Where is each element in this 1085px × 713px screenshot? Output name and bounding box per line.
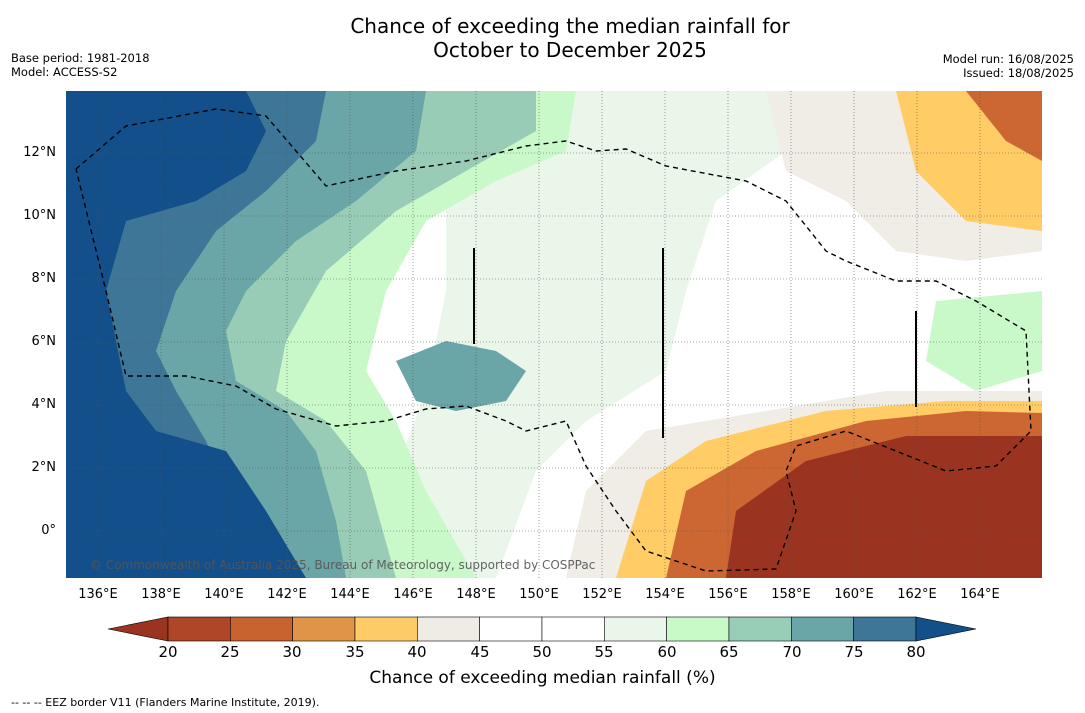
cbar-tick-30: 30 [282,643,302,661]
map-title: Chance of exceeding the median rainfall … [0,14,1085,62]
lat-label-4n: 4°N [31,397,57,412]
colorbar-segment [853,616,917,642]
colorbar-label: Chance of exceeding median rainfall (%) [0,668,1085,688]
cbar-tick-60: 60 [657,643,677,661]
cbar-tick-35: 35 [345,643,365,661]
issued-date: Issued: 18/08/2025 [963,66,1074,80]
lon-label-146e: 146°E [393,587,433,602]
colorbar-segment [728,616,792,642]
lon-label-144e: 144°E [330,587,370,602]
lon-label-148e: 148°E [456,587,496,602]
cbar-tick-80: 80 [906,643,926,661]
lon-label-150e: 150°E [519,587,559,602]
lon-label-164e: 164°E [960,587,1000,602]
cbar-tick-70: 70 [782,643,802,661]
colorbar-label-text: Chance of exceeding median rainfall (%) [369,668,716,688]
graticule [66,91,1042,578]
lon-label-140e: 140°E [204,587,244,602]
lon-label-138e: 138°E [141,587,181,602]
lat-label-8n: 8°N [31,271,57,286]
rainfall-map [66,91,1042,578]
cbar-tick-65: 65 [719,643,739,661]
region-central-wet [396,341,526,411]
colorbar-segment [604,616,667,642]
colorbar-segment [230,616,293,642]
colorbar-over-arrow [915,616,977,642]
lat-label-2n: 2°N [31,460,57,475]
lon-label-156e: 156°E [708,587,748,602]
colorbar-segment [479,616,543,642]
lon-label-154e: 154°E [645,587,685,602]
colorbar-under-arrow [107,616,169,642]
region-very-dry-se [726,436,1042,578]
lat-label-12n: 12°N [23,145,56,160]
lon-label-142e: 142°E [267,587,307,602]
model-run: Model run: 16/08/2025 [942,52,1074,66]
lat-label-10n: 10°N [23,208,56,223]
colorbar-segment [292,616,356,642]
colorbar-segment [354,616,418,642]
cbar-tick-45: 45 [470,643,490,661]
region-dry-ne [966,91,1042,161]
colorbar-segment [417,616,480,642]
region-wetish [366,91,786,578]
title-line-1: Chance of exceeding the median rainfall … [350,14,790,38]
lon-label-160e: 160°E [834,587,874,602]
cbar-tick-55: 55 [594,643,614,661]
cbar-tick-75: 75 [844,643,864,661]
cbar-tick-20: 20 [158,643,178,661]
base-period: Base period: 1981-2018 [11,51,150,65]
map-canvas [66,91,1042,578]
lon-label-158e: 158°E [771,587,811,602]
colorbar-segment [541,616,605,642]
title-line-2: October to December 2025 [433,38,707,62]
colorbar [107,616,978,646]
colorbar-svg [107,616,977,642]
region-east-wet [926,291,1042,391]
colorbar-segment [790,616,854,642]
colorbar-segment [666,616,730,642]
copyright-notice: © Commonwealth of Australia 2025, Bureau… [90,558,596,572]
eez-border-west [75,108,1032,572]
model-name: Model: ACCESS-S2 [11,65,118,79]
lat-label-0: 0° [41,523,56,538]
cbar-tick-50: 50 [532,643,552,661]
cbar-tick-25: 25 [220,643,240,661]
colorbar-segment [167,616,231,642]
region-very-wet [66,91,306,578]
lat-label-6n: 6°N [31,334,57,349]
lon-label-162e: 162°E [897,587,937,602]
lon-label-136e: 136°E [78,587,118,602]
meta-right: Model run: 16/08/2025 Issued: 18/08/2025 [943,52,1074,80]
eez-footnote: -- -- -- EEZ border V11 (Flanders Marine… [11,696,320,709]
cbar-tick-40: 40 [407,643,427,661]
lon-label-152e: 152°E [582,587,622,602]
meta-left: Base period: 1981-2018 Model: ACCESS-S2 [11,51,150,79]
